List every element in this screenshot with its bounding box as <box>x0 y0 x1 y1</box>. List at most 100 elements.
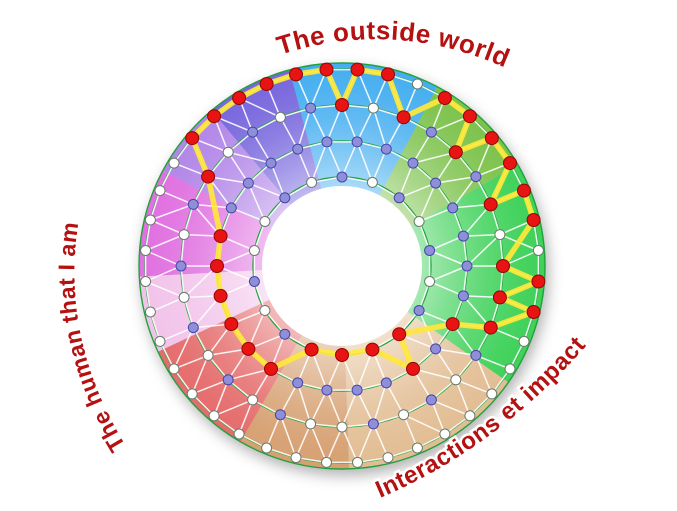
wheel-node-r1-15[interactable] <box>178 229 190 241</box>
wheel-node-r2-25[interactable] <box>457 290 469 302</box>
wheel-node-r2-3[interactable] <box>430 177 442 189</box>
wheel-node-r1-5[interactable] <box>425 126 437 138</box>
wheel-node-r1-13[interactable] <box>201 169 216 184</box>
wheel-node-r0-37[interactable] <box>518 335 530 347</box>
wheel-node-r0-8[interactable] <box>381 67 395 82</box>
wheel-node-r0-17[interactable] <box>154 185 166 197</box>
wheel-node-r1-21[interactable] <box>247 394 259 406</box>
wheel-node-r3-2[interactable] <box>393 192 405 204</box>
wheel-node-r2-4[interactable] <box>407 157 419 169</box>
wheel-node-r1-31[interactable] <box>492 290 507 305</box>
wheel-node-r0-1[interactable] <box>526 213 541 227</box>
wheel-node-r0-25[interactable] <box>208 410 220 422</box>
wheel-node-r0-2[interactable] <box>517 183 531 198</box>
wheel-node-r0-0[interactable] <box>532 245 544 256</box>
wheel-node-r2-19[interactable] <box>321 384 333 396</box>
wheel-node-r0-16[interactable] <box>168 157 180 169</box>
wheel-node-r0-7[interactable] <box>411 78 423 90</box>
wheel-node-r0-38[interactable] <box>526 305 541 319</box>
wheel-node-r0-32[interactable] <box>411 442 423 454</box>
wheel-node-r3-6[interactable] <box>279 192 291 204</box>
wheel-node-r1-18[interactable] <box>187 322 199 334</box>
wheel-node-r2-0[interactable] <box>461 260 473 272</box>
wheel-node-r0-26[interactable] <box>233 428 245 440</box>
wheel-node-r1-17[interactable] <box>178 291 190 303</box>
wheel-node-r0-30[interactable] <box>352 456 363 468</box>
wheel-node-r0-24[interactable] <box>186 388 198 400</box>
wheel-node-r2-14[interactable] <box>213 288 228 303</box>
wheel-node-r1-14[interactable] <box>187 198 199 210</box>
wheel-node-r3-3[interactable] <box>366 176 378 188</box>
wheel-node-r2-13[interactable] <box>210 259 224 273</box>
wheel-node-r1-6[interactable] <box>396 110 411 125</box>
wheel-node-r1-23[interactable] <box>305 418 317 430</box>
wheel-node-r3-14[interactable] <box>365 342 380 357</box>
wheel-node-r3-11[interactable] <box>279 328 291 340</box>
wheel-node-r0-3[interactable] <box>503 156 517 171</box>
wheel-node-r0-18[interactable] <box>144 214 156 226</box>
wheel-node-r0-11[interactable] <box>289 67 303 82</box>
wheel-node-r1-16[interactable] <box>175 260 187 272</box>
wheel-node-r2-1[interactable] <box>457 230 469 242</box>
wheel-node-r3-13[interactable] <box>335 348 349 362</box>
wheel-node-r1-24[interactable] <box>336 421 348 433</box>
wheel-node-r0-22[interactable] <box>154 335 166 347</box>
wheel-node-r1-3[interactable] <box>470 171 482 183</box>
wheel-node-r2-15[interactable] <box>224 317 239 332</box>
wheel-node-r3-5[interactable] <box>306 176 318 188</box>
wheel-node-r0-27[interactable] <box>261 442 273 454</box>
wheel-node-r1-8[interactable] <box>335 98 349 112</box>
wheel-node-r2-21[interactable] <box>380 377 392 389</box>
wheel-node-r3-9[interactable] <box>248 276 260 287</box>
wheel-node-r2-11[interactable] <box>225 202 237 214</box>
wheel-node-r1-30[interactable] <box>483 320 498 335</box>
wheel-node-r0-19[interactable] <box>140 245 152 256</box>
wheel-node-r0-28[interactable] <box>290 452 302 464</box>
wheel-node-r0-31[interactable] <box>382 452 394 464</box>
wheel-node-r1-28[interactable] <box>450 374 462 386</box>
wheel-node-r3-10[interactable] <box>259 305 271 316</box>
wheel-node-r0-20[interactable] <box>140 276 152 287</box>
wheel-node-r1-4[interactable] <box>448 145 463 160</box>
wheel-node-r0-13[interactable] <box>232 91 247 105</box>
wheel-node-r0-34[interactable] <box>464 410 476 422</box>
wheel-node-r0-15[interactable] <box>185 131 200 146</box>
wheel-node-r2-5[interactable] <box>380 143 392 155</box>
wheel-node-r2-10[interactable] <box>242 177 254 189</box>
wheel-node-r2-23[interactable] <box>430 343 442 355</box>
wheel-node-r0-6[interactable] <box>437 91 452 105</box>
wheel-node-r3-15[interactable] <box>392 327 407 342</box>
wheel-node-r0-33[interactable] <box>439 428 451 440</box>
wheel-node-r0-21[interactable] <box>144 306 156 318</box>
wheel-node-r1-26[interactable] <box>398 409 410 421</box>
wheel-node-r0-4[interactable] <box>484 131 499 146</box>
wheel-node-r2-12[interactable] <box>213 229 228 244</box>
wheel-node-r2-16[interactable] <box>241 341 256 356</box>
wheel-node-r1-11[interactable] <box>247 126 259 138</box>
wheel-node-r1-0[interactable] <box>496 259 510 273</box>
wheel-node-r2-17[interactable] <box>264 361 278 376</box>
wheel-node-r1-20[interactable] <box>222 374 234 386</box>
wheel-node-r0-10[interactable] <box>319 62 334 77</box>
wheel-node-r0-12[interactable] <box>259 77 274 91</box>
wheel-node-r0-36[interactable] <box>504 363 516 375</box>
wheel-node-r1-25[interactable] <box>367 418 379 430</box>
wheel-node-r2-2[interactable] <box>447 202 459 214</box>
wheel-node-r1-7[interactable] <box>367 102 379 114</box>
wheel-node-r3-4[interactable] <box>336 171 348 183</box>
wheel-node-r1-10[interactable] <box>274 111 286 123</box>
wheel-node-r3-12[interactable] <box>304 342 319 357</box>
wheel-node-r0-9[interactable] <box>350 62 365 77</box>
wheel-node-r2-20[interactable] <box>351 384 363 396</box>
wheel-node-r1-22[interactable] <box>274 409 286 421</box>
wheel-node-r0-5[interactable] <box>462 109 477 124</box>
wheel-node-r2-9[interactable] <box>265 157 277 169</box>
wheel-node-r3-8[interactable] <box>248 245 260 256</box>
wheel-node-r3-0[interactable] <box>424 245 436 256</box>
wheel-node-r3-7[interactable] <box>259 216 271 227</box>
wheel-node-r0-35[interactable] <box>486 388 498 400</box>
wheel-node-r0-39[interactable] <box>531 274 546 289</box>
wheel-node-r3-17[interactable] <box>424 276 436 287</box>
wheel-node-r2-8[interactable] <box>292 143 304 155</box>
wheel-node-r0-23[interactable] <box>168 363 180 375</box>
